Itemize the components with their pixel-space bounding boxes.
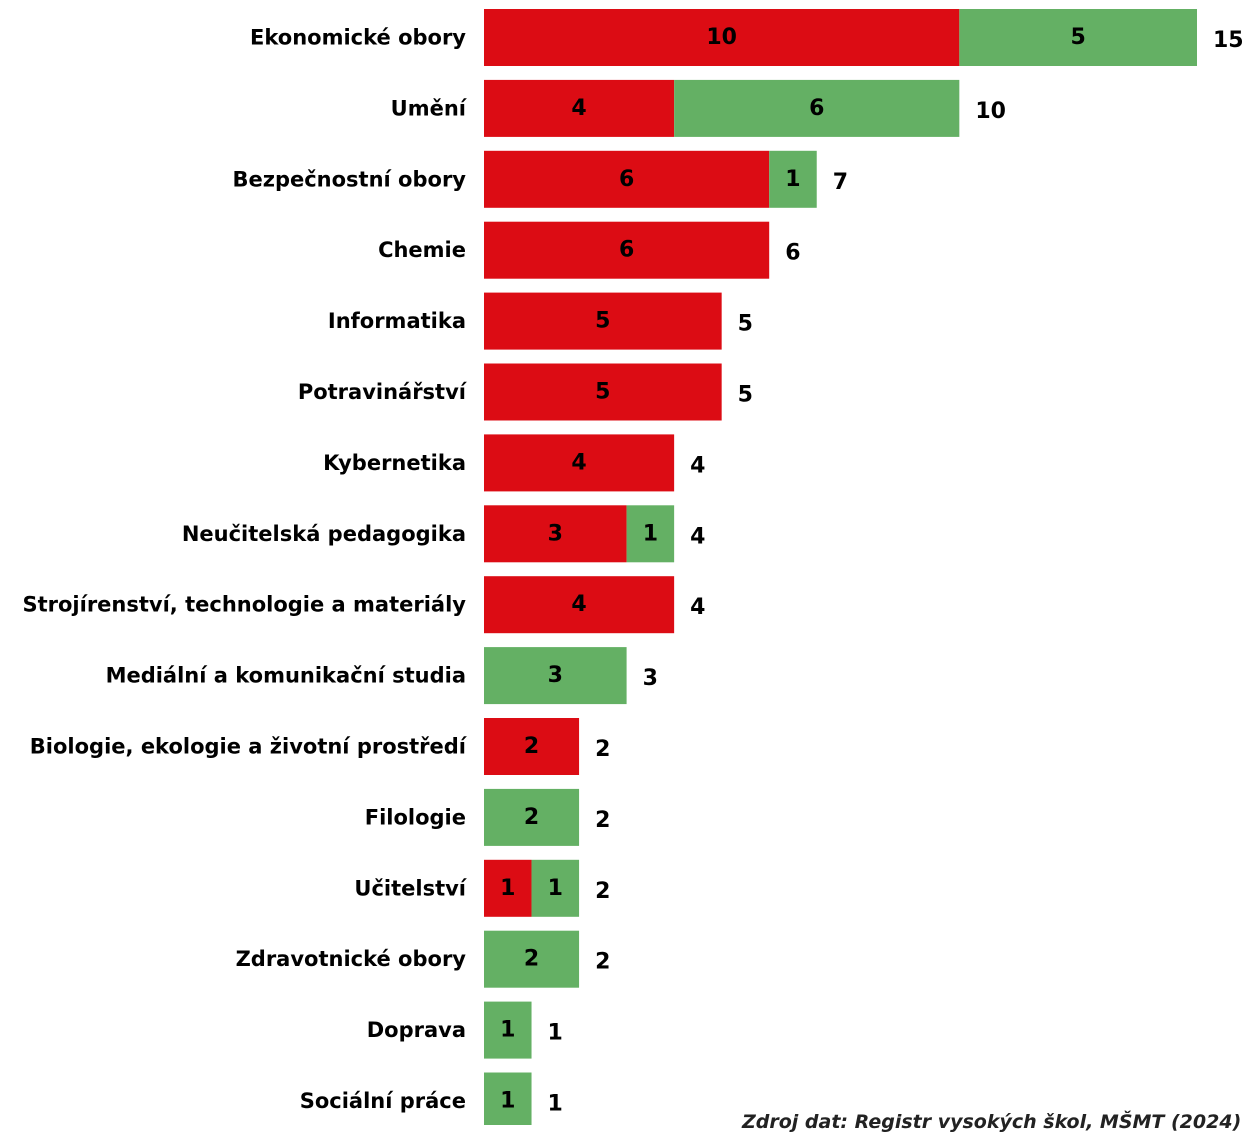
category-label: Filologie: [365, 805, 466, 829]
segment-value-label: 4: [571, 96, 586, 121]
category-label: Informatika: [328, 309, 466, 333]
category-label: Doprava: [367, 1018, 466, 1042]
total-value-label: 2: [595, 950, 610, 975]
bar-segment: [484, 1001, 532, 1059]
total-value-label: 4: [690, 524, 705, 549]
segment-value-label: 1: [500, 1018, 515, 1043]
segment-value-label: 2: [524, 947, 539, 972]
bar-segment: [484, 292, 722, 350]
bar-segment: [674, 79, 960, 137]
segment-value-label: 5: [1071, 25, 1086, 50]
total-value-label: 7: [833, 170, 848, 195]
category-label: Ekonomické obory: [250, 26, 466, 50]
total-value-label: 5: [738, 312, 753, 337]
segment-value-label: 3: [548, 521, 563, 546]
category-label: Strojírenství, technologie a materiály: [22, 593, 466, 617]
total-value-label: 4: [690, 453, 705, 478]
total-value-label: 10: [975, 99, 1006, 124]
total-value-label: 1: [548, 1021, 563, 1046]
bar-segment: [531, 859, 580, 917]
bar-segment: [484, 434, 675, 492]
total-value-label: 2: [595, 737, 610, 762]
total-value-label: 3: [643, 666, 658, 691]
bar-segment: [769, 150, 817, 208]
bar-segment: [484, 859, 532, 917]
segment-value-label: 4: [571, 450, 586, 475]
total-value-label: 2: [595, 879, 610, 904]
bar-segment: [484, 576, 675, 634]
segment-value-label: 4: [571, 592, 586, 617]
category-label: Mediální a komunikační studia: [106, 664, 466, 688]
category-label: Neučitelská pedagogika: [182, 522, 466, 546]
bar-segment: [484, 363, 722, 421]
total-value-label: 15: [1213, 28, 1244, 53]
category-label: Potravinářství: [298, 380, 468, 404]
segment-value-label: 1: [643, 521, 658, 546]
total-value-label: 2: [595, 808, 610, 833]
category-label: Umění: [391, 96, 468, 120]
segment-value-label: 6: [619, 167, 634, 192]
total-value-label: 4: [690, 595, 705, 620]
bar-segment: [484, 221, 770, 279]
segment-value-label: 5: [595, 309, 610, 334]
bar-segment: [484, 930, 580, 988]
segment-value-label: 2: [524, 734, 539, 759]
segment-value-label: 2: [524, 805, 539, 830]
bar-segment: [484, 9, 960, 66]
total-value-label: 1: [548, 1092, 563, 1117]
total-value-label: 5: [738, 383, 753, 408]
segment-value-label: 10: [706, 25, 737, 50]
segment-value-label: 6: [809, 96, 824, 121]
category-label: Kybernetika: [323, 451, 466, 475]
category-label: Chemie: [378, 238, 466, 262]
bar-segment: [484, 718, 580, 775]
source-note: Zdroj dat: Registr vysokých škol, MŠMT (…: [742, 1111, 1242, 1133]
category-label: Bezpečnostní obory: [232, 167, 466, 191]
category-label: Učitelství: [354, 876, 467, 900]
total-value-label: 6: [785, 241, 800, 266]
bar-segment: [484, 788, 580, 846]
segment-value-label: 1: [500, 1089, 515, 1114]
bar-segment: [484, 150, 770, 208]
segment-value-label: 3: [548, 663, 563, 688]
bar-segment: [484, 505, 627, 563]
segment-value-label: 1: [548, 876, 563, 901]
segment-value-label: 6: [619, 238, 634, 263]
bar-segment: [626, 505, 675, 563]
bar-segment: [959, 9, 1197, 66]
segment-value-label: 1: [785, 167, 800, 192]
category-label: Zdravotnické obory: [236, 947, 467, 971]
bar-segment: [484, 647, 627, 705]
segment-value-label: 1: [500, 876, 515, 901]
bar-segment: [484, 79, 675, 137]
segment-value-label: 5: [595, 380, 610, 405]
category-label: Biologie, ekologie a životní prostředí: [30, 735, 468, 759]
category-label: Sociální práce: [300, 1089, 466, 1113]
bar-segment: [484, 1072, 532, 1125]
